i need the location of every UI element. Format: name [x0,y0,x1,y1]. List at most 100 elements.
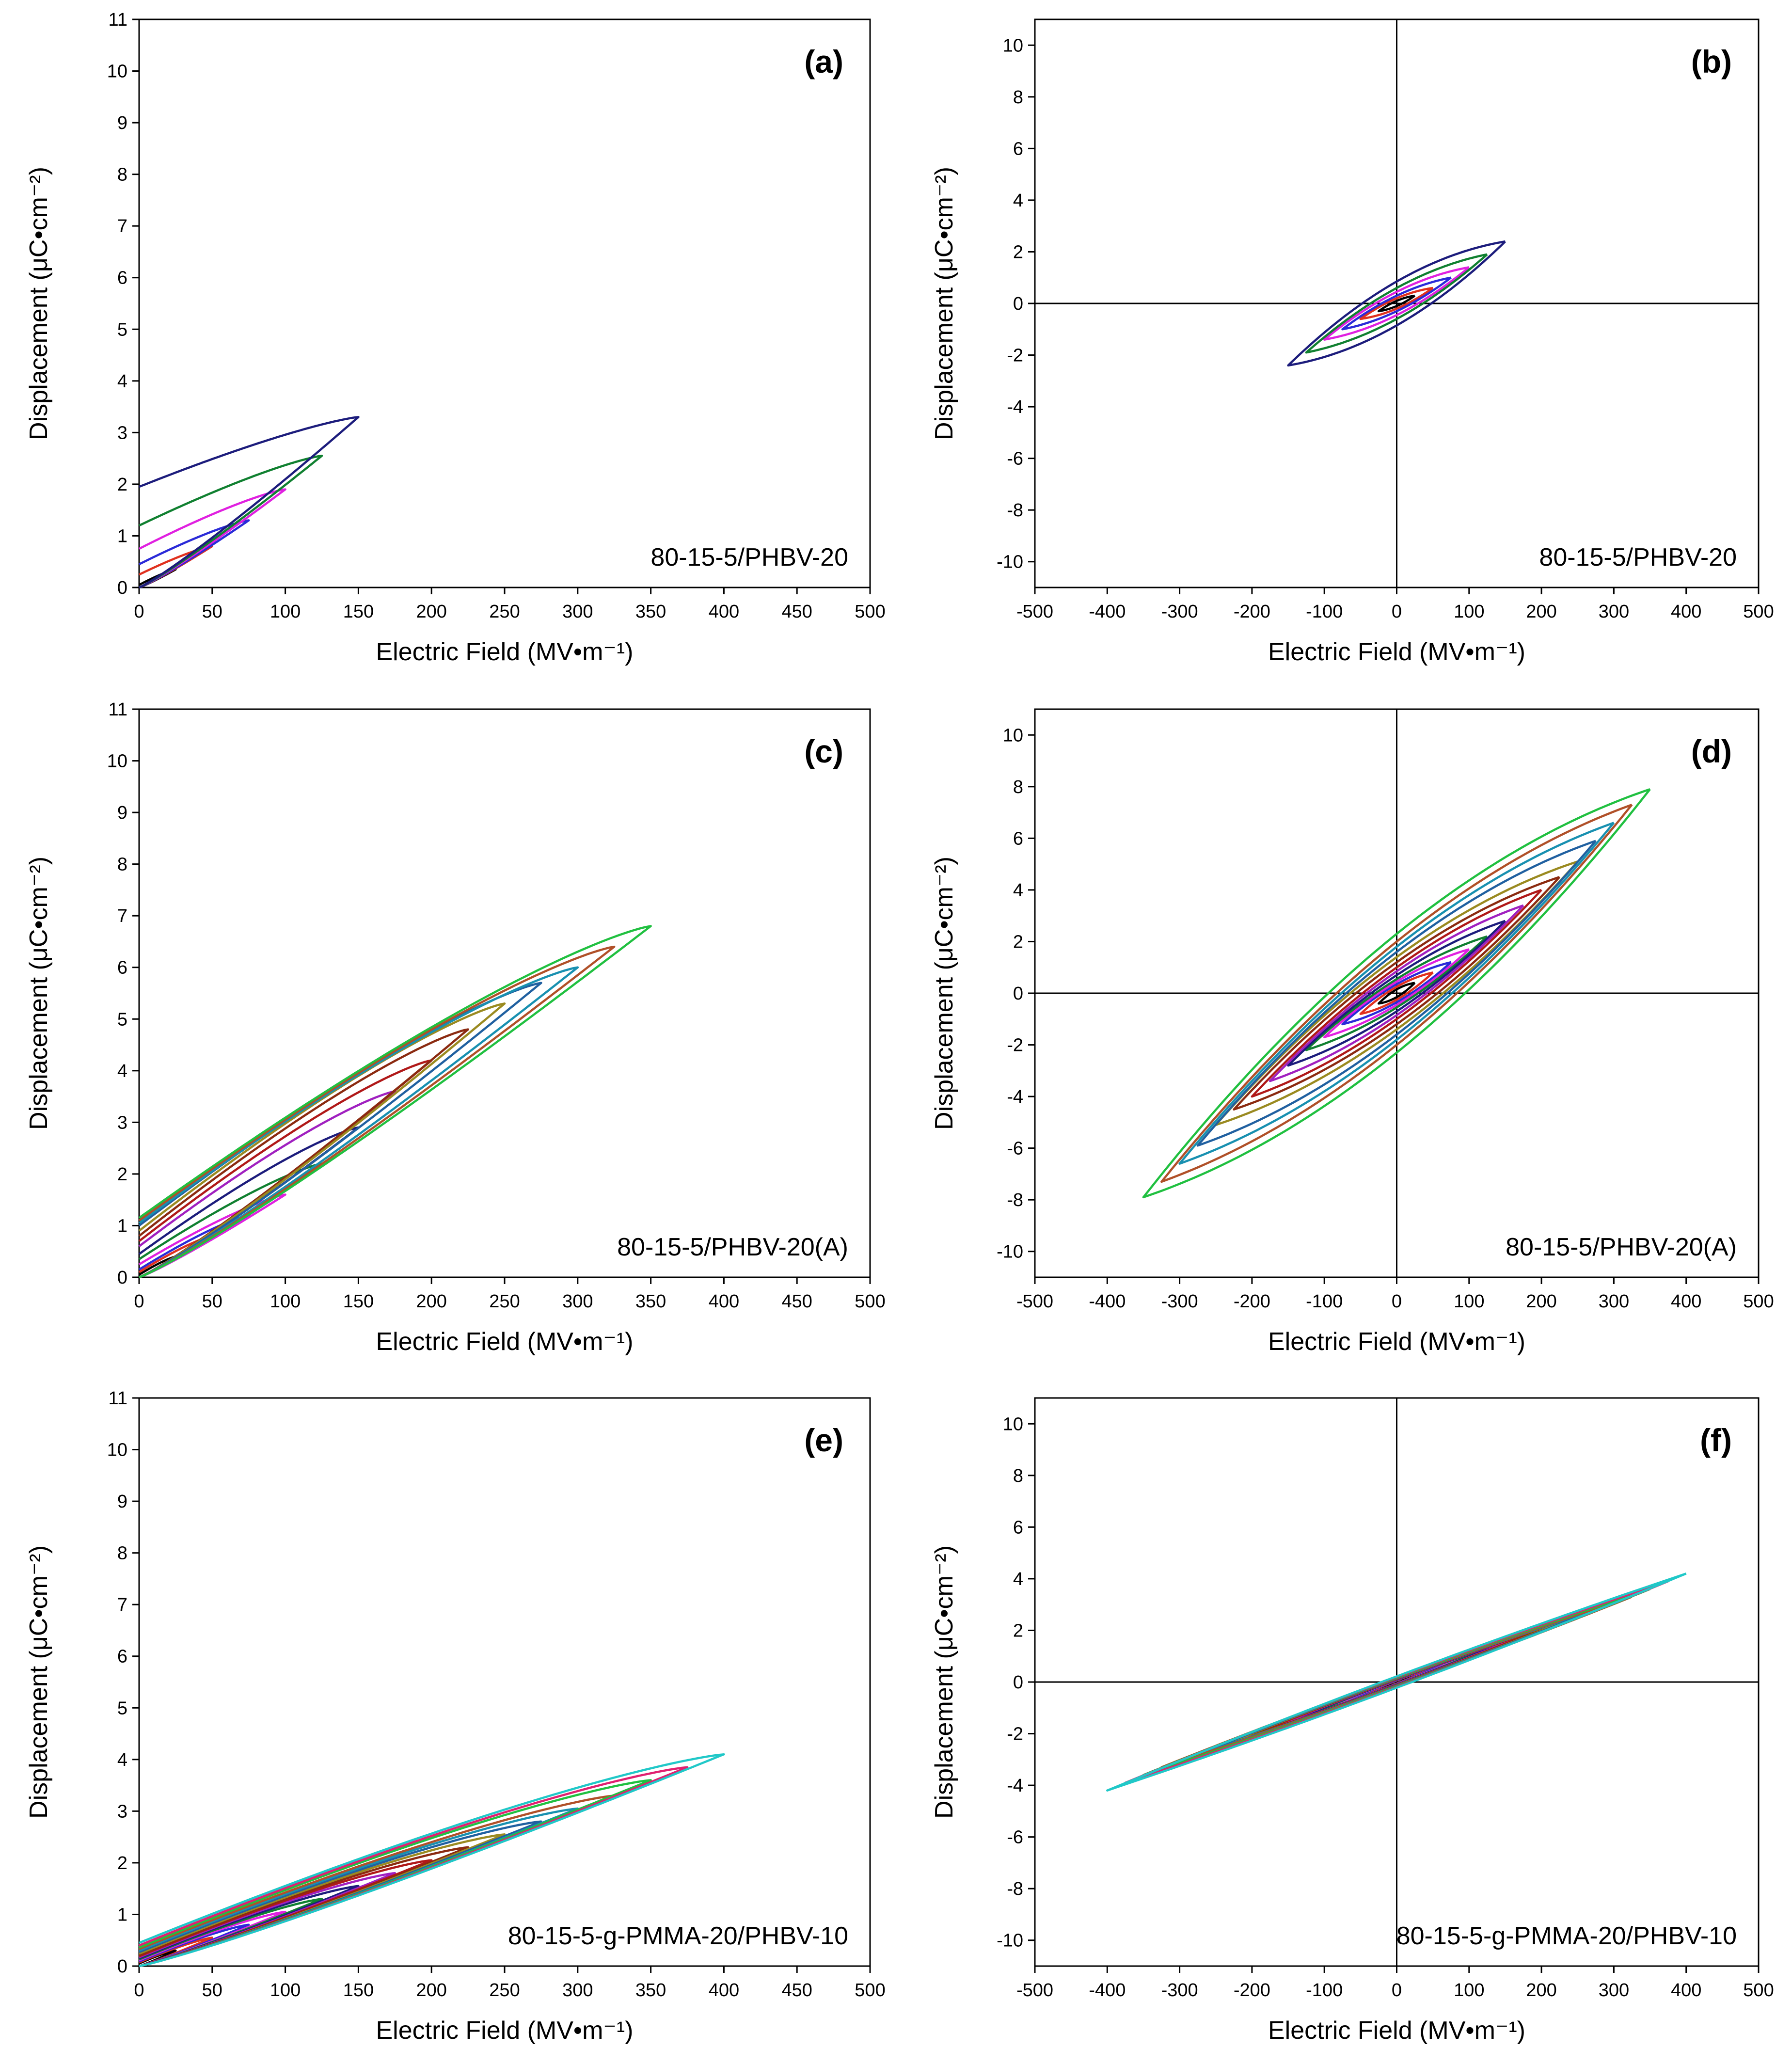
y-tick-label: 10 [107,751,127,772]
x-axis-title: Electric Field (MV•m⁻¹) [1268,1328,1525,1356]
hysteresis-loop-325-mvm [1160,803,1633,1183]
y-tick-label: 2 [1013,242,1023,262]
hysteresis-loop-75-mvm [1341,961,1452,1026]
x-tick-label: -400 [1089,1291,1126,1312]
x-tick-label: 250 [489,1291,520,1312]
y-tick-label: -6 [1007,1139,1023,1159]
x-tick-label: 200 [1526,1980,1556,2000]
x-tick-label: 100 [270,1291,301,1312]
y-tick-label: 0 [117,1268,127,1288]
hysteresis-loop-200-mvm [1251,889,1542,1098]
panel-letter: (f) [1700,1422,1732,1458]
y-tick-label: 10 [1003,725,1023,746]
y-tick-label: 9 [117,803,127,823]
panel-letter: (e) [804,1422,843,1458]
y-tick-label: 11 [109,699,127,720]
x-tick-label: 50 [202,1980,222,2000]
panel-c: 0 50 100 150 200 250 300 350 400 450 500 0 1 2 3 4 5 6 7 8 9… [25,699,886,1356]
panel-letter: (c) [804,733,843,769]
y-tick-label: 1 [117,1216,127,1236]
y-tick-label: -10 [997,552,1023,572]
y-tick-label: 10 [107,1440,127,1461]
x-tick-label: 100 [270,1980,301,2000]
y-tick-label: 8 [117,165,127,185]
x-tick-label: 300 [562,1291,593,1312]
y-tick-label: 3 [117,1801,127,1822]
x-tick-label: -100 [1306,1291,1343,1312]
x-tick-label: -300 [1161,1291,1198,1312]
x-tick-label: 300 [1599,602,1629,622]
y-tick-label: 8 [1013,777,1023,797]
hysteresis-loop-225-mvm [1233,876,1561,1111]
y-axis-title: Displacement (μC•cm⁻²) [930,167,958,440]
y-tick-label: 3 [117,423,127,443]
sample-label: 80-15-5/PHBV-20 [650,543,848,572]
x-tick-label: -200 [1234,602,1270,622]
y-tick-label: 1 [117,1905,127,1925]
sample-label: 80-15-5/PHBV-20 [1539,543,1737,572]
y-tick-label: 0 [1013,1672,1023,1693]
panel-d: -500 -400 -300 -200 -100 0 100 200 300 400 500-10-… [930,708,1774,1356]
x-tick-label: 0 [1392,1291,1402,1312]
x-tick-label: -200 [1234,1980,1270,2000]
y-tick-label: -2 [1007,346,1023,366]
y-tick-label: -6 [1007,1827,1023,1848]
y-tick-label: 5 [117,319,127,340]
hysteresis-loop-250-mvm [138,1002,506,1279]
y-tick-label: 9 [117,1492,127,1512]
y-tick-label: 6 [117,268,127,288]
y-tick-label: 6 [1013,139,1023,159]
hysteresis-loop-75-mvm [1341,276,1452,331]
x-tick-label: 150 [343,602,374,622]
y-tick-label: 4 [117,1750,127,1770]
y-tick-label: 0 [117,1956,127,1977]
hysteresis-loop-100-mvm [1323,266,1470,341]
hysteresis-loop-300-mvm [138,966,579,1279]
y-axis-title: Displacement (μC•cm⁻²) [25,1545,53,1819]
y-tick-label: 7 [117,216,127,237]
hysteresis-loop-125-mvm [139,455,323,589]
y-tick-label: 1 [117,526,127,546]
panel-b: -500 -400 -300 -200 -100 0 100 200 300 400 500-10-… [930,18,1774,666]
x-tick-label: 400 [1671,602,1701,622]
x-tick-label: 200 [416,602,446,622]
x-tick-label: -300 [1161,602,1198,622]
x-tick-label: 0 [1392,602,1402,622]
x-tick-label: 400 [709,602,739,622]
y-tick-label: -6 [1007,449,1023,469]
y-tick-label: -10 [997,1242,1023,1262]
y-tick-label: 4 [117,1061,127,1081]
y-axis-title: Displacement (μC•cm⁻²) [930,1545,958,1819]
y-tick-label: 6 [1013,828,1023,849]
y-axis-title: Displacement (μC•cm⁻²) [25,857,53,1130]
y-tick-label: 2 [1013,1620,1023,1641]
y-tick-label: 4 [1013,191,1023,211]
hysteresis-loop-50-mvm [1359,286,1434,320]
x-axis-title: Electric Field (MV•m⁻¹) [376,638,634,666]
x-tick-label: -500 [1016,1291,1053,1312]
y-axis-title: Displacement (μC•cm⁻²) [930,857,958,1130]
y-tick-label: -4 [1007,397,1023,417]
y-tick-label: 10 [1003,35,1023,56]
panel-e: 0 50 100 150 200 250 300 350 400 450 500 0 1 2 3 4 5 6 7 8 9… [25,1388,886,2045]
hysteresis-loop-325-mvm [138,945,616,1279]
y-tick-label: 0 [1013,294,1023,314]
x-tick-label: 450 [781,602,812,622]
x-tick-label: 0 [134,1980,144,2000]
y-tick-label: 6 [117,958,127,978]
y-tick-label: 2 [1013,932,1023,952]
sample-label: 80-15-5-g-PMMA-20/PHBV-10 [1396,1922,1737,1950]
x-tick-label: 50 [202,602,222,622]
x-tick-label: 400 [1671,1980,1701,2000]
y-tick-label: 10 [1003,1414,1023,1434]
plot-frame [138,708,871,1278]
sample-label: 80-15-5-g-PMMA-20/PHBV-10 [508,1922,848,1950]
x-tick-label: 100 [270,602,301,622]
x-tick-label: 0 [1392,1980,1402,2000]
y-tick-label: -8 [1007,1190,1023,1210]
y-tick-label: 8 [117,1543,127,1564]
hysteresis-loop-400-mvm [1106,1572,1687,1792]
x-tick-label: 200 [1526,1291,1556,1312]
hysteresis-loop-25-mvm [1377,982,1416,1005]
